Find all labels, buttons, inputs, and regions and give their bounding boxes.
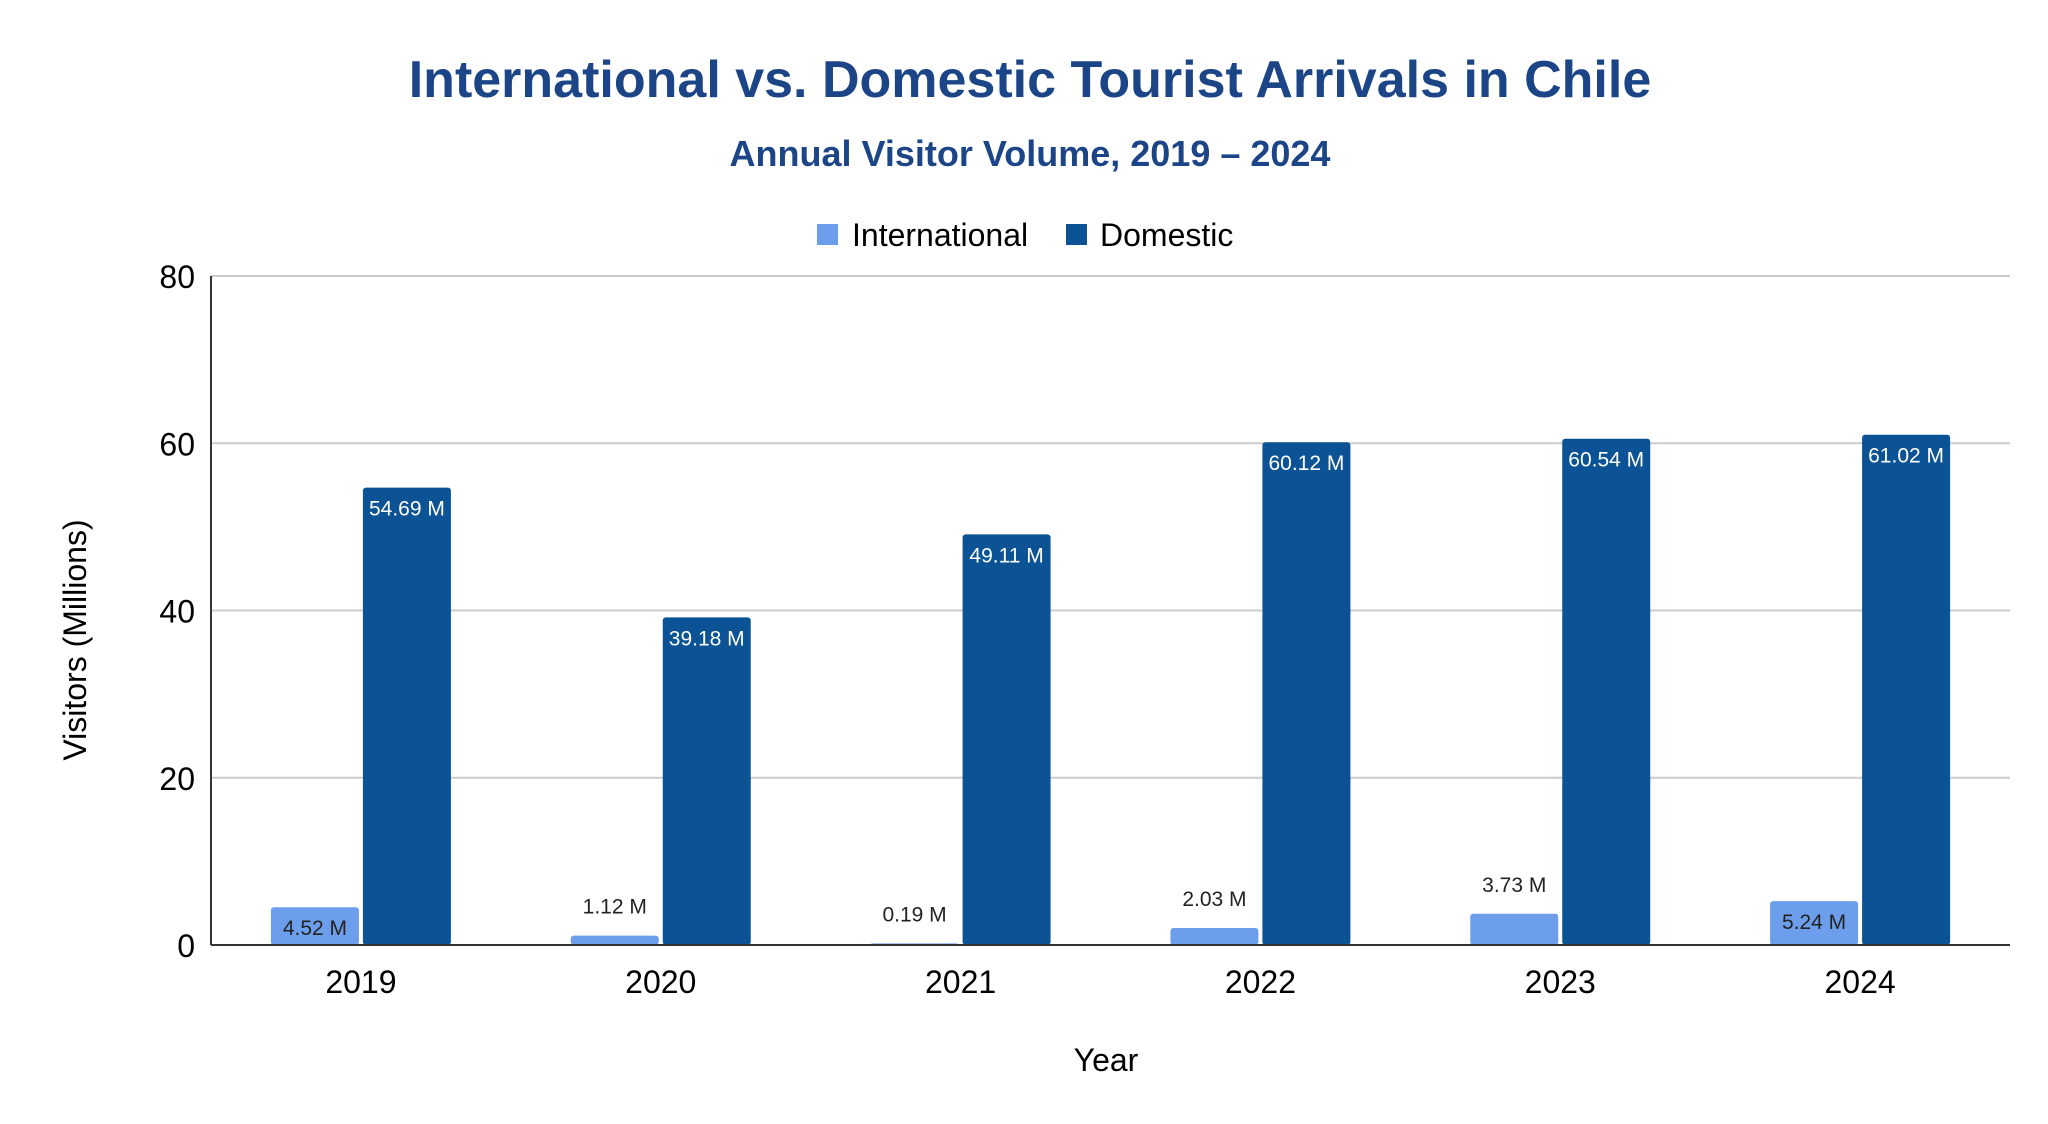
data-label-domestic-2022: 60.12 M bbox=[1268, 452, 1344, 475]
x-tick-label: 2023 bbox=[1525, 964, 1596, 1000]
x-tick-label: 2022 bbox=[1225, 964, 1296, 1000]
bar-international-2020 bbox=[570, 935, 659, 945]
data-label-domestic-2021: 49.11 M bbox=[969, 544, 1043, 567]
bar-international-2019 bbox=[270, 907, 359, 945]
bar-domestic-2023 bbox=[1562, 438, 1651, 945]
data-label-international-2020: 1.12 M bbox=[583, 896, 647, 919]
data-label-domestic-2024: 61.02 M bbox=[1868, 445, 1944, 468]
data-label-domestic-2019: 54.69 M bbox=[369, 498, 445, 521]
bar-domestic-2019 bbox=[362, 487, 451, 945]
bar-international-2022 bbox=[1170, 928, 1259, 945]
legend-swatch-domestic bbox=[1066, 224, 1087, 245]
x-tick-label: 2024 bbox=[1824, 964, 1895, 1000]
chart-title: International vs. Domestic Tourist Arriv… bbox=[409, 51, 1652, 109]
bar-domestic-2024 bbox=[1862, 434, 1951, 945]
y-axis-label: Visitors (Millions) bbox=[57, 519, 93, 760]
data-label-international-2023: 3.73 M bbox=[1482, 874, 1546, 897]
legend-swatch-international bbox=[817, 224, 838, 245]
bar-domestic-2020 bbox=[662, 617, 751, 945]
gridlines bbox=[211, 275, 2010, 779]
legend-label-domestic: Domestic bbox=[1100, 217, 1233, 253]
data-label-international-2019: 4.52 M bbox=[283, 917, 347, 940]
y-axis-ticks: 0 20 40 60 80 bbox=[159, 259, 195, 964]
y-tick-label: 80 bbox=[159, 259, 195, 295]
y-tick-label: 20 bbox=[159, 761, 195, 797]
x-axis-label: Year bbox=[1074, 1042, 1139, 1078]
data-label-international-2022: 2.03 M bbox=[1182, 888, 1246, 911]
bar-domestic-2021 bbox=[962, 534, 1051, 945]
x-tick-label: 2019 bbox=[325, 964, 396, 1000]
chart-subtitle: Annual Visitor Volume, 2019 – 2024 bbox=[730, 133, 1331, 174]
data-label-international-2021: 0.19 M bbox=[882, 903, 946, 926]
bar-international-2024 bbox=[1770, 901, 1859, 945]
bar-domestic-2022 bbox=[1262, 442, 1351, 945]
legend-label-international: International bbox=[852, 217, 1028, 253]
y-tick-label: 0 bbox=[177, 928, 195, 964]
y-tick-label: 40 bbox=[159, 594, 195, 630]
data-label-domestic-2023: 60.54 M bbox=[1568, 449, 1644, 472]
x-axis-ticks: 2019 2020 2021 2022 2023 2024 bbox=[325, 964, 1895, 1000]
bar-international-2023 bbox=[1470, 913, 1559, 945]
x-tick-label: 2020 bbox=[625, 964, 696, 1000]
x-tick-label: 2021 bbox=[925, 964, 996, 1000]
y-tick-label: 60 bbox=[159, 426, 195, 462]
bars: 4.52 M 54.69 M 1.12 M 39.18 M 0.19 M 49.11 M 2… bbox=[270, 434, 1951, 945]
data-label-domestic-2020: 39.18 M bbox=[669, 627, 745, 650]
data-label-international-2024: 5.24 M bbox=[1782, 911, 1846, 934]
legend: International Domestic bbox=[817, 217, 1233, 253]
